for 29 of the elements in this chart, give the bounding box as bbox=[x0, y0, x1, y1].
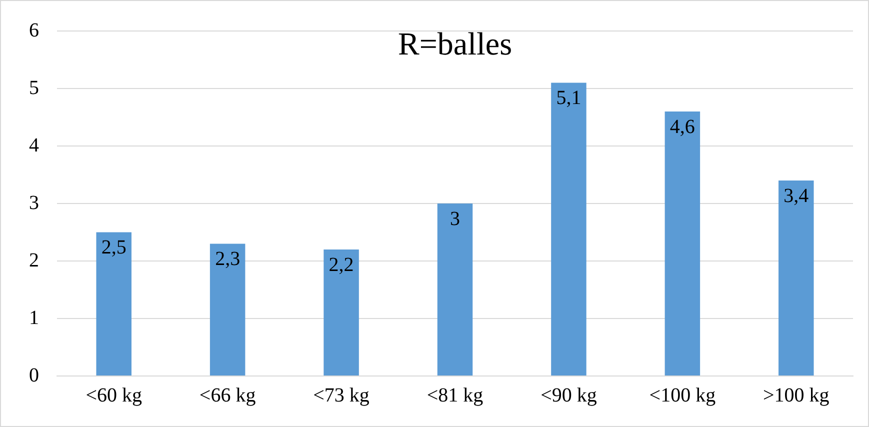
x-tick-label: <100 kg bbox=[649, 384, 716, 406]
bar bbox=[551, 82, 586, 376]
data-label: 4,6 bbox=[670, 116, 695, 138]
data-label: 3,4 bbox=[784, 184, 809, 207]
x-tick-label: <60 kg bbox=[86, 384, 142, 406]
data-label: 2,5 bbox=[101, 236, 126, 258]
data-label: 2,2 bbox=[328, 254, 354, 276]
bar bbox=[324, 250, 359, 376]
x-tick-label: <66 kg bbox=[199, 384, 256, 406]
data-label: 5,1 bbox=[556, 87, 582, 109]
bar bbox=[437, 204, 473, 376]
y-tick-label: 3 bbox=[29, 192, 39, 214]
chart-title: R=balles bbox=[398, 25, 512, 62]
y-tick-label: 5 bbox=[29, 76, 39, 99]
y-tick-label: 0 bbox=[29, 364, 39, 386]
data-label: 3 bbox=[450, 208, 460, 230]
y-tick-label: 1 bbox=[29, 306, 39, 329]
x-tick-label: >100 kg bbox=[763, 384, 830, 406]
x-tick-label: <73 kg bbox=[313, 384, 370, 406]
y-tick-label: 4 bbox=[29, 134, 39, 156]
bar bbox=[778, 180, 814, 376]
y-tick-label: 6 bbox=[29, 19, 39, 42]
bar bbox=[96, 232, 132, 376]
data-label: 2,3 bbox=[215, 248, 240, 270]
x-tick-label: <90 kg bbox=[540, 384, 597, 406]
x-tick-label: <81 kg bbox=[426, 384, 484, 406]
y-tick-label: 2 bbox=[29, 249, 39, 272]
bar bbox=[664, 112, 700, 376]
bar bbox=[210, 244, 246, 376]
